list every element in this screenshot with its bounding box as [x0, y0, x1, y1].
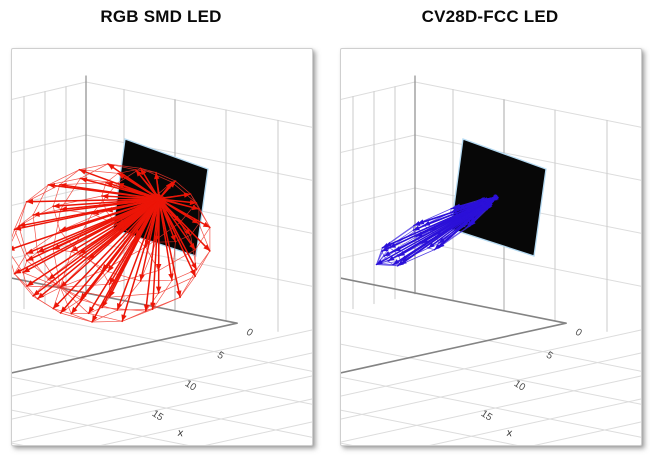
radiation-arrows	[12, 163, 211, 323]
grid-3d	[12, 81, 312, 445]
grid-3d	[341, 81, 641, 445]
x-axis-label: x	[506, 427, 514, 440]
plot-title-rgb-smd-led: RGB SMD LED	[100, 7, 222, 26]
plot-cv28d-fcc-led: 0 5 10 15 x	[340, 48, 642, 446]
x-tick-label: 0	[573, 327, 584, 339]
x-tick-label: 5	[544, 350, 555, 362]
axis-lines	[12, 75, 238, 374]
radiation-arrows	[375, 194, 500, 267]
x-tick-label: 0	[244, 327, 255, 339]
x-tick-label: 15	[479, 408, 495, 424]
plot-title-cv28d-fcc-led: CV28D-FCC LED	[421, 7, 559, 26]
axis-lines	[341, 75, 567, 374]
x-tick-label: 5	[215, 350, 226, 362]
x-axis-label: x	[177, 427, 185, 440]
plot-rgb-smd-led: 0 5 10 15 x	[11, 48, 313, 446]
x-tick-label: 15	[150, 408, 166, 424]
